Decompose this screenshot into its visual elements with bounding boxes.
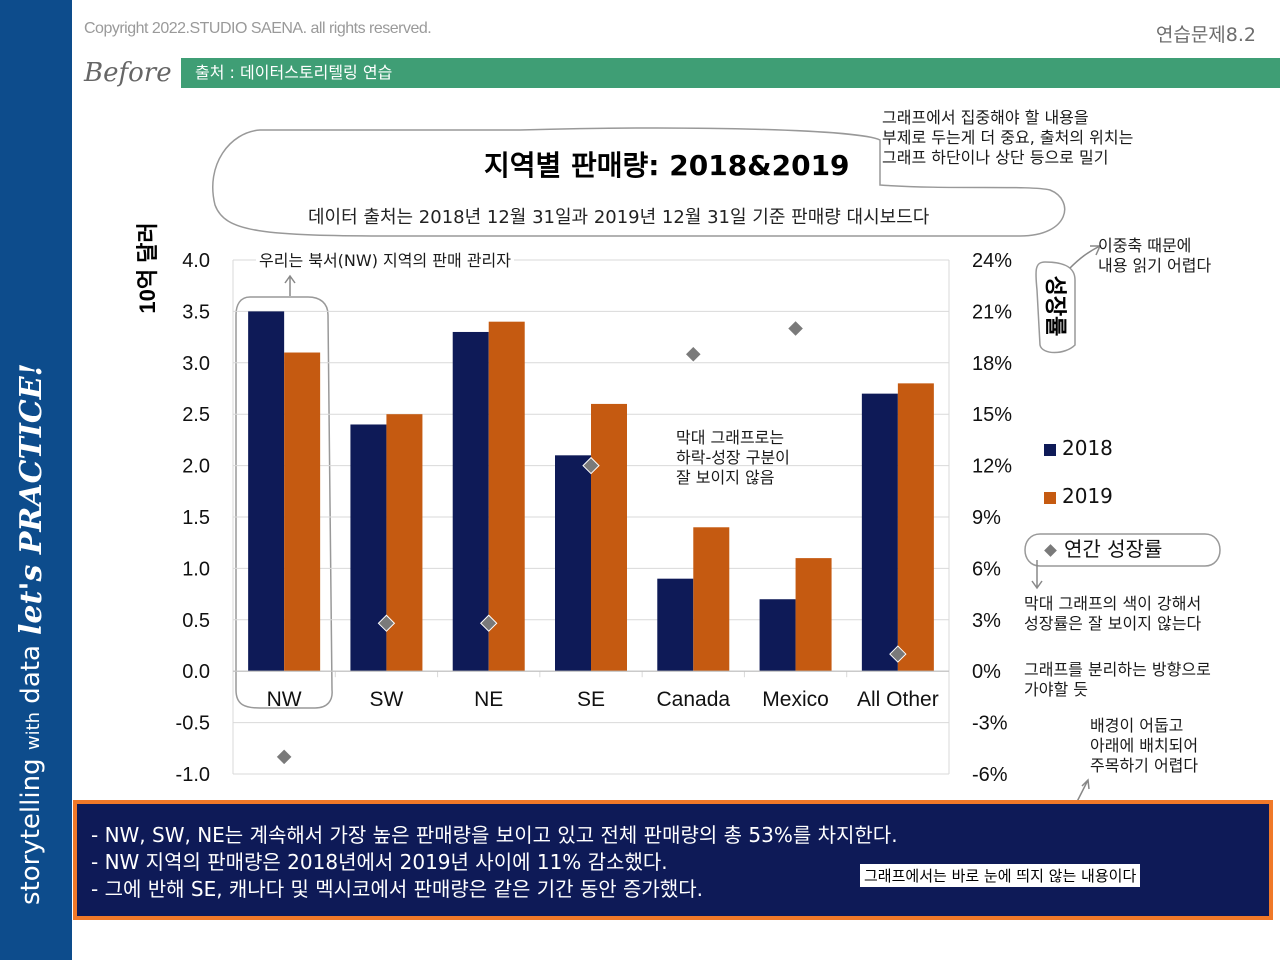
y2-tick-label: 12% bbox=[972, 456, 1012, 478]
y2-tick-label: 15% bbox=[972, 404, 1012, 426]
x-tick-label: SE bbox=[577, 688, 605, 711]
y-tick-label: 2.5 bbox=[182, 404, 210, 426]
x-tick-label: Canada bbox=[657, 688, 731, 711]
legend-2018: 2018 bbox=[1044, 436, 1113, 460]
y-tick-label: -0.5 bbox=[176, 713, 210, 735]
x-tick-label: All Other bbox=[857, 688, 939, 711]
bar-2018-sw bbox=[350, 424, 387, 672]
legend-bubble bbox=[1024, 533, 1221, 567]
y-tick-label: 4.0 bbox=[182, 250, 210, 272]
note-separate: 그래프를 분리하는 방향으로 가야할 듯 bbox=[1024, 660, 1211, 699]
bar-2019-canada bbox=[693, 527, 730, 672]
growth-point-ne bbox=[480, 614, 498, 632]
growth-point-se bbox=[582, 456, 600, 475]
bar-2019-mexico bbox=[795, 558, 832, 672]
y2-tick-label: 21% bbox=[972, 301, 1012, 323]
y2-tick-label: 0% bbox=[972, 661, 1001, 683]
y2-tick-label: -3% bbox=[972, 713, 1008, 735]
arrow-legend bbox=[1031, 560, 1043, 590]
bar-2018-nw bbox=[248, 311, 285, 672]
note-bar-chart: 막대 그래프로는 하락-성장 구분이 잘 보이지 않음 bbox=[676, 428, 790, 487]
y-tick-label: 3.0 bbox=[182, 353, 210, 375]
sidebar: storytelling with data let's PRACTICE! bbox=[0, 0, 72, 960]
title-bubble bbox=[212, 127, 1066, 237]
bar-2019-sw bbox=[386, 414, 423, 672]
y2-tick-label: 6% bbox=[972, 558, 1001, 580]
y-tick-label: 1.5 bbox=[182, 507, 210, 529]
y2-tick-label: 24% bbox=[972, 250, 1012, 272]
x-tick-label: Mexico bbox=[762, 688, 829, 711]
y-axis-title: 10억 달러 bbox=[135, 222, 160, 313]
bar-2019-ne bbox=[488, 321, 525, 672]
legend-diamond-icon bbox=[1044, 544, 1057, 557]
bar-2019-nw bbox=[284, 352, 321, 672]
chart-title: 지역별 판매량: 2018&2019 bbox=[484, 149, 850, 182]
nw-highlight-bubble bbox=[235, 296, 333, 709]
arrow-nw-note bbox=[284, 274, 296, 296]
y2-tick-label: 18% bbox=[972, 353, 1012, 375]
bar-2019-se bbox=[591, 403, 627, 672]
x-tick-label: SW bbox=[370, 688, 404, 711]
x-tick-label: NW bbox=[267, 688, 302, 711]
dual-axis-bubble bbox=[1035, 261, 1076, 354]
growth-point-canada bbox=[684, 345, 702, 363]
note-highlight: 그래프에서는 바로 눈에 띄지 않는 내용이다 bbox=[860, 864, 1141, 887]
exercise-number: 연습문제8.2 bbox=[1155, 24, 1256, 46]
chart-subtitle: 데이터 출처는 2018년 12월 31일과 2019년 12월 31일 기준 … bbox=[308, 207, 930, 228]
y2-tick-label: -6% bbox=[972, 764, 1008, 786]
note-background: 배경이 어둡고 아래에 배치되어 주목하기 어렵다 bbox=[1090, 716, 1199, 775]
growth-point-mexico bbox=[786, 319, 805, 338]
source-bar: 출처 : 데이터스토리텔링 연습 bbox=[181, 58, 1280, 88]
bar-2019-all-other bbox=[897, 383, 934, 672]
note-dual-axis: 이중축 때문에 내용 읽기 어렵다 bbox=[1098, 236, 1212, 275]
legend-growth: 연간 성장률 bbox=[1044, 533, 1162, 562]
bar-2018-se bbox=[555, 455, 591, 672]
y2-tick-label: 3% bbox=[972, 610, 1001, 632]
legend-swatch-2019 bbox=[1044, 491, 1056, 504]
summary-line-1: - NW, SW, NE는 계속해서 가장 높은 판매량을 보이고 있고 전체 … bbox=[91, 823, 898, 847]
y-tick-label: 1.0 bbox=[182, 558, 210, 580]
summary-line-3: - 그에 반해 SE, 캐나다 및 멕시코에서 판매량은 같은 기간 동안 증가… bbox=[91, 877, 703, 901]
note-nw-manager: 우리는 북서(NW) 지역의 판매 관리자 bbox=[256, 251, 514, 271]
y-tick-label: 2.0 bbox=[182, 456, 210, 478]
y-tick-label: -1.0 bbox=[176, 764, 210, 786]
copyright: Copyright 2022.STUDIO SAENA. all rights … bbox=[84, 20, 432, 37]
summary-box: - NW, SW, NE는 계속해서 가장 높은 판매량을 보이고 있고 전체 … bbox=[73, 800, 1273, 920]
bar-2018-ne bbox=[452, 331, 489, 672]
growth-point-nw bbox=[275, 748, 293, 766]
legend-2019: 2019 bbox=[1044, 484, 1113, 508]
y2-tick-label: 9% bbox=[972, 507, 1001, 529]
before-label: Before bbox=[84, 58, 172, 88]
bar-2018-all-other bbox=[861, 393, 898, 672]
arrow-dual-axis bbox=[1069, 245, 1102, 269]
y-tick-label: 3.5 bbox=[182, 301, 210, 323]
legend-swatch-2018 bbox=[1044, 443, 1056, 456]
growth-point-all-other bbox=[889, 645, 907, 663]
note-color: 막대 그래프의 색이 강해서 성장률은 잘 보이지 않는다 bbox=[1024, 594, 1202, 633]
growth-point-sw bbox=[377, 614, 396, 632]
x-tick-label: NE bbox=[474, 688, 503, 711]
y2-axis-title: 성장률 bbox=[1043, 276, 1068, 337]
bar-2018-canada bbox=[657, 578, 694, 672]
y-tick-label: 0.5 bbox=[182, 610, 210, 632]
summary-line-2: - NW 지역의 판매량은 2018년에서 2019년 사이에 11% 감소했다… bbox=[91, 850, 668, 874]
y-tick-label: 0.0 bbox=[182, 661, 210, 683]
note-subtitle: 그래프에서 집중해야 할 내용을 부제로 두는게 더 중요, 출처의 위치는 그래프… bbox=[882, 108, 1134, 167]
bar-2018-mexico bbox=[759, 599, 796, 672]
